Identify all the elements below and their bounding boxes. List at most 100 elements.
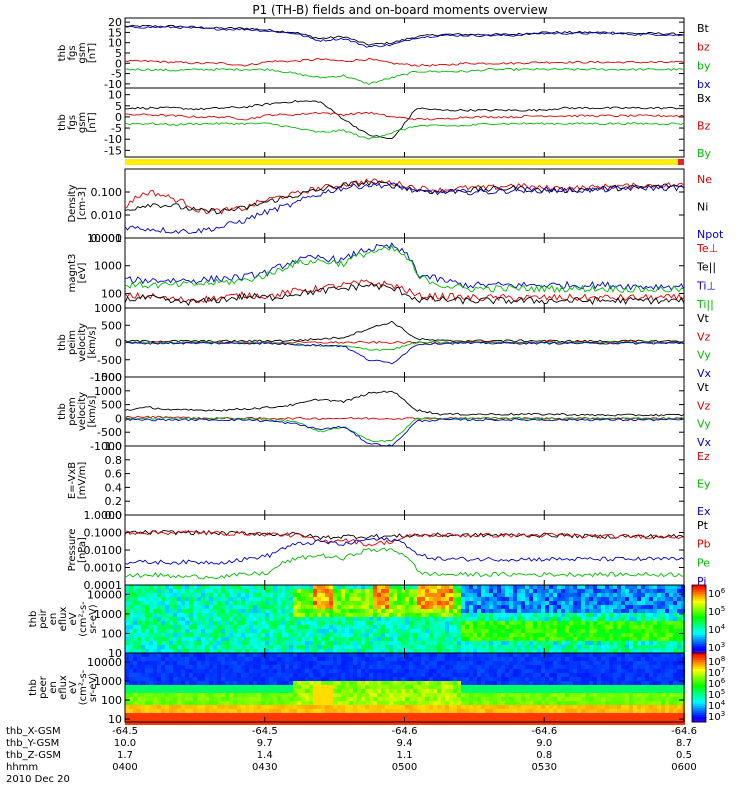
series-line-Ni-panel3 <box>124 180 685 215</box>
orbit-value: -64.6 <box>531 726 557 737</box>
legend-label: Vz <box>697 399 711 412</box>
series-line-Bx-panel2 <box>124 99 685 140</box>
y-axis-label: (cm²-s- <box>78 669 89 705</box>
orbit-value: 9.4 <box>397 738 413 749</box>
y-tick-label: 0.010 <box>91 209 123 222</box>
series-line-Te-panel4 <box>124 279 685 304</box>
legend-label: Pb <box>697 538 711 551</box>
colorbar-tick-label: 107 <box>708 666 725 679</box>
y-tick-label: -10 <box>104 133 122 146</box>
y-tick-label: 1500 <box>94 371 122 384</box>
legend-label: Vy <box>697 349 711 362</box>
panel-7: 1.00.80.60.40.20.0 E=-VxB [mV/m] Ez Ey Ex <box>67 440 711 522</box>
orbit-row-label: thb_X-GSM <box>6 726 61 737</box>
y-tick-label: -1000 <box>90 371 122 384</box>
y-axis-label: gsm <box>77 42 88 63</box>
y-axis-label: [nT] <box>87 43 98 63</box>
y-tick-label: 5 <box>115 47 122 60</box>
y-axis-label: fgs <box>67 45 78 60</box>
colorbar-tick-label: 104 <box>708 623 726 636</box>
y-tick-label: 0.2 <box>105 495 123 508</box>
orbit-value: -64.6 <box>671 726 697 737</box>
legend-label: Npot <box>697 228 724 241</box>
colorbar-tick-label: 106 <box>708 677 726 690</box>
legend-label: Vx <box>697 367 712 380</box>
series-line-by-panel1 <box>124 67 685 86</box>
y-tick-label: 100 <box>101 287 122 300</box>
series-line-Vt-panel6 <box>124 390 685 417</box>
orbit-value: 8.7 <box>676 738 692 749</box>
y-axis-label: peim <box>67 330 78 355</box>
legend-label: Te⊥ <box>696 242 718 255</box>
series-line-Ne-panel3 <box>124 178 685 215</box>
y-axis-label: thb <box>28 611 39 628</box>
y-tick-label: 0.001 <box>91 232 123 245</box>
orbit-value: 10.0 <box>114 738 136 749</box>
y-axis-label: thb <box>57 45 68 62</box>
y-tick-label: 0 <box>115 337 122 350</box>
y-axis-label: eV <box>68 612 79 625</box>
series-line-Ti-panel4 <box>124 242 685 291</box>
panel-frame <box>124 445 685 516</box>
series-line-By-panel2 <box>124 122 685 140</box>
legend-label: Ey <box>697 478 711 491</box>
y-tick-label: 1.0 <box>105 440 123 453</box>
y-tick-label: -1000 <box>90 440 122 453</box>
legend-label: Pi <box>697 575 706 588</box>
y-axis-label: en <box>48 681 59 694</box>
series-line-Pe-panel8 <box>124 547 685 580</box>
x-tick-label: 0530 <box>532 762 557 773</box>
figure-title: P1 (TH-B) fields and on-board moments ov… <box>252 3 548 17</box>
legend-label: Ez <box>697 450 710 463</box>
panel-8: 1.0000 0.1000 0.0100 0.0010 0.0001 Pressure [n… <box>67 509 711 592</box>
y-tick-label: 100 <box>101 627 122 640</box>
series-line-bx-panel1 <box>124 25 685 48</box>
y-axis-label: Density <box>67 184 78 222</box>
y-tick-label: 10 <box>108 713 122 726</box>
y-axis-label: [nT] <box>87 112 98 132</box>
y-axis-label: thb <box>57 403 68 420</box>
panel-9: 106 105 104 103 10000 1000 100 10 thb peir en eflux… <box>28 584 726 660</box>
orbit-value: 0.5 <box>676 750 692 761</box>
legend-label: Bz <box>697 120 711 133</box>
y-axis-label: thb <box>57 114 68 131</box>
y-tick-label: -10 <box>104 78 122 91</box>
legend-label: Ti⊥ <box>696 279 716 292</box>
legend-label: Pe <box>697 556 710 569</box>
orbit-row-label: thb_Z-GSM <box>6 750 61 761</box>
series-line-Npot-panel3 <box>124 181 685 234</box>
legend-label: bz <box>697 41 710 54</box>
orbit-value: 9.0 <box>536 738 552 749</box>
y-axis-label: [nPa] <box>77 537 88 563</box>
colorbar-tick-label: 104 <box>708 699 726 712</box>
y-tick-label: 0 <box>115 412 122 425</box>
y-tick-label: 15 <box>108 26 122 39</box>
legend-label: Te|| <box>696 261 716 274</box>
y-axis-label: sr-eV) <box>88 604 99 633</box>
series-line-Vy-panel5 <box>124 340 685 351</box>
series-line-bz-panel1 <box>124 57 685 67</box>
colorbar-tick-label: 105 <box>708 605 725 618</box>
y-tick-label: 0.8 <box>105 454 123 467</box>
legend-label: Vx <box>697 436 712 449</box>
legend-label: Bt <box>697 22 710 35</box>
series-line-Te-panel4 <box>124 282 685 306</box>
y-tick-label: 500 <box>101 399 122 412</box>
y-axis-label: [km/s] <box>87 326 98 358</box>
series-line-Bz-panel2 <box>124 111 685 121</box>
orbit-value: 1.1 <box>397 750 413 761</box>
y-axis-label: [mV/m] <box>77 462 88 500</box>
colorbar-tick-label: 103 <box>708 641 725 654</box>
orbit-row-label: hhmm <box>6 762 38 773</box>
y-tick-label: 0 <box>115 111 122 124</box>
colorbar-9: 106 105 104 103 <box>691 584 726 654</box>
legend-label: Vz <box>697 330 711 343</box>
panel-4: 10000 1000 100 magnt3 [eV] Te⊥ Te|| Ti⊥ Ti|| <box>67 232 718 311</box>
series-line-Pb-panel8 <box>124 529 685 547</box>
y-tick-label: 0.1000 <box>84 527 123 540</box>
y-tick-label: -5 <box>111 68 122 81</box>
y-tick-label: 10 <box>108 647 122 660</box>
legend-label: Vt <box>697 312 710 325</box>
